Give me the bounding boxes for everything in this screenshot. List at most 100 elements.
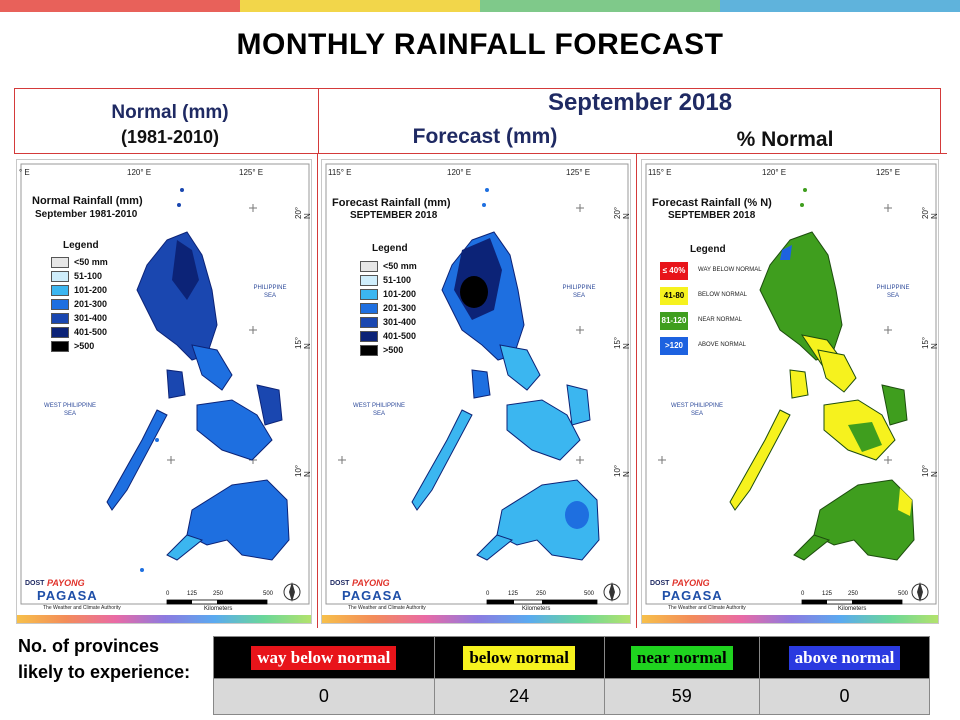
- category-cell: above normal: [758, 636, 931, 679]
- forecast-scale-500: 500: [584, 591, 595, 597]
- legend-swatch: [51, 285, 69, 296]
- legend-label: 51-100: [383, 275, 412, 285]
- normal-header-line2: (1981-2010): [120, 127, 220, 147]
- category-cell: way below normal: [213, 636, 435, 679]
- count-near-normal: 59: [603, 678, 760, 715]
- legend-swatch: [360, 331, 378, 342]
- frame-top: [14, 88, 941, 89]
- normal-logo-tagline: The Weather and Climate Authority: [43, 605, 121, 611]
- normal-rainfall-map: ° E 120° E 125° E 20° N 15° N 10° N Norm…: [16, 159, 312, 624]
- normal-map-title: Normal Rainfall (mm): [32, 195, 143, 207]
- frame-right: [940, 88, 941, 154]
- frame-left: [14, 88, 15, 154]
- normal-sea-east: PHILIPPINE SEA: [253, 285, 287, 299]
- normal-corner-lon: ° E: [19, 168, 30, 177]
- forecast-lon-120: 120° E: [447, 168, 472, 177]
- forecast-scale-250: 250: [536, 591, 547, 597]
- legend-label: 201-300: [74, 299, 108, 309]
- forecast-logo-dost: DOST: [330, 580, 350, 587]
- percent-sea-east: PHILIPPINE SEA: [876, 285, 910, 299]
- month-header: September 2018: [547, 89, 733, 116]
- percent-rainbow-bar: [642, 615, 938, 623]
- percent-lat-10: 10° N: [921, 464, 939, 477]
- percent-header: % Normal: [736, 128, 834, 151]
- forecast-map-graphic: [325, 163, 629, 605]
- normal-lat-15: 15° N: [294, 336, 312, 349]
- percent-logo-pagasa: PAGASA: [662, 588, 723, 603]
- percent-logo-payong: PAYONG: [672, 578, 710, 588]
- normal-lon-120: 120° E: [127, 168, 152, 177]
- legend-swatch: [51, 299, 69, 310]
- legend-swatch: [51, 271, 69, 282]
- forecast-corner-lon: 115° E: [328, 168, 352, 177]
- count-above-normal: 0: [758, 678, 931, 715]
- legend-label: ABOVE NORMAL: [698, 342, 747, 348]
- forecast-rainfall-map: 115° E 120° E 125° E 20° N 15° N 10° N F…: [321, 159, 631, 624]
- count-row: 0 24 59 0: [213, 678, 931, 715]
- category-cell: near normal: [603, 636, 760, 679]
- top-stripe-yellow: [240, 0, 480, 12]
- legend-swatch: [360, 261, 378, 272]
- normal-logo-payong: PAYONG: [47, 578, 85, 588]
- normal-map-graphic: [20, 163, 310, 605]
- percent-legend-title: Legend: [690, 244, 726, 255]
- percent-lat-15: 15° N: [921, 336, 939, 349]
- legend-swatch: [51, 257, 69, 268]
- legend-label: 301-400: [383, 317, 417, 327]
- frame-col1-right: [317, 154, 318, 628]
- forecast-sea-east: PHILIPPINE SEA: [562, 285, 596, 299]
- legend-swatch: [360, 345, 378, 356]
- provinces-table: way below normal below normal near norma…: [213, 636, 931, 715]
- legend-swatch: [360, 289, 378, 300]
- percent-sea-west: WEST PHILIPPINE SEA: [671, 403, 723, 417]
- forecast-scale-125: 125: [508, 591, 519, 597]
- category-near-normal: near normal: [630, 645, 733, 670]
- forecast-map-subtitle: SEPTEMBER 2018: [350, 210, 438, 221]
- legend-swatch: [51, 327, 69, 338]
- legend-label: 51-100: [74, 271, 103, 281]
- normal-logo-pagasa: PAGASA: [37, 588, 98, 603]
- legend-swatch: [360, 275, 378, 286]
- percent-normal-map: 115° E 120° E 125° E 20° N 15° N 10° N F…: [641, 159, 939, 624]
- category-way-below-normal: way below normal: [251, 645, 397, 670]
- forecast-map-title: Forecast Rainfall (mm): [332, 197, 451, 209]
- legend-label: 401-500: [383, 331, 417, 341]
- legend-label: 201-300: [383, 303, 417, 313]
- legend-label: <50 mm: [74, 257, 108, 267]
- legend-label: <50 mm: [383, 261, 417, 271]
- forecast-scale-0: 0: [486, 591, 490, 597]
- normal-scale-125: 125: [187, 591, 198, 597]
- percent-lon-120: 120° E: [762, 168, 787, 177]
- forecast-legend-title: Legend: [372, 243, 408, 254]
- frame-col2-right: [636, 154, 637, 628]
- legend-swatch: 41-80: [660, 287, 688, 305]
- legend-label: 401-500: [74, 327, 108, 337]
- percent-scale-250: 250: [848, 591, 859, 597]
- category-above-normal: above normal: [788, 645, 901, 670]
- percent-scale-500: 500: [898, 591, 909, 597]
- legend-label: 101-200: [74, 285, 108, 295]
- forecast-logo-tagline: The Weather and Climate Authority: [348, 605, 426, 611]
- legend-swatch: [360, 317, 378, 328]
- legend-swatch: 81-120: [660, 312, 688, 330]
- forecast-sea-west: WEST PHILIPPINE SEA: [353, 403, 405, 417]
- legend-label: >500: [74, 341, 95, 351]
- normal-lat-20: 20° N: [294, 206, 312, 219]
- percent-lon-125: 125° E: [876, 168, 901, 177]
- percent-corner-lon: 115° E: [648, 168, 672, 177]
- legend-swatch: >120: [660, 337, 688, 355]
- normal-scale-0: 0: [166, 591, 170, 597]
- category-cell: below normal: [433, 636, 605, 679]
- percent-logo-tagline: The Weather and Climate Authority: [668, 605, 746, 611]
- forecast-lat-10: 10° N: [613, 464, 631, 477]
- percent-scale-unit: Kilometers: [838, 606, 867, 612]
- legend-label: >500: [383, 345, 404, 355]
- normal-scale-500: 500: [263, 591, 274, 597]
- legend-label: 301-400: [74, 313, 108, 323]
- forecast-lat-15: 15° N: [613, 336, 631, 349]
- provinces-label: No. of provinces likely to experience:: [18, 636, 191, 682]
- legend-swatch: [51, 313, 69, 324]
- top-stripe-blue: [720, 0, 960, 12]
- percent-map-title: Forecast Rainfall (% N): [652, 197, 772, 209]
- percent-lat-20: 20° N: [921, 206, 939, 219]
